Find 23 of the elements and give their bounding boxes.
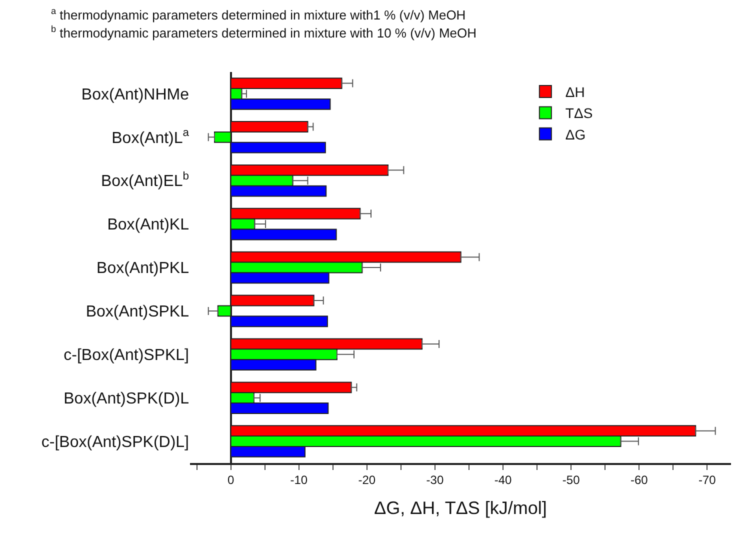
y-tick-label: c-[Box(Ant)SPKL] [64,346,189,364]
x-tick-label: -30 [426,473,444,488]
y-tick-label: Box(Ant)SPK(D)L [64,390,190,408]
x-tick-label: 0 [227,473,234,488]
y-tick-label: Box(Ant)KL [107,216,190,234]
y-tick-label: Box(Ant)SPKL [86,304,190,321]
text: $^{b}$ thermodynamic parameters determined in mixture with 10 % (v/v) MeOH [51,24,477,40]
text: $^{a}$ thermodynamic parameters determined in mixture with1 % (v/v) MeOH [51,6,466,22]
x-tick-label: -20 [358,473,376,488]
x-tick-label: -50 [562,473,580,488]
y-tick-label: c-[Box(Ant)SPK(D)L] [41,434,189,451]
x-tick-label: -10 [290,473,308,488]
y-tick-label: Box(Ant)EL$^{b}$ [100,170,189,190]
legend-label: ΔH [565,84,585,100]
y-tick-label: Box(Ant)L$^{a}$ [112,127,190,147]
x-axis-title: ΔG, ΔH, TΔS [kJ/mol] [374,498,547,518]
y-tick-label: Box(Ant)NHMe [81,86,190,104]
legend-label: TΔS [565,105,593,122]
y-tick-label: Box(Ant)PKL [96,260,190,278]
x-tick-label: -40 [494,473,512,488]
legend-label: ΔG [565,126,586,142]
x-tick-label: -60 [630,473,648,488]
x-tick-label: -70 [698,473,716,488]
